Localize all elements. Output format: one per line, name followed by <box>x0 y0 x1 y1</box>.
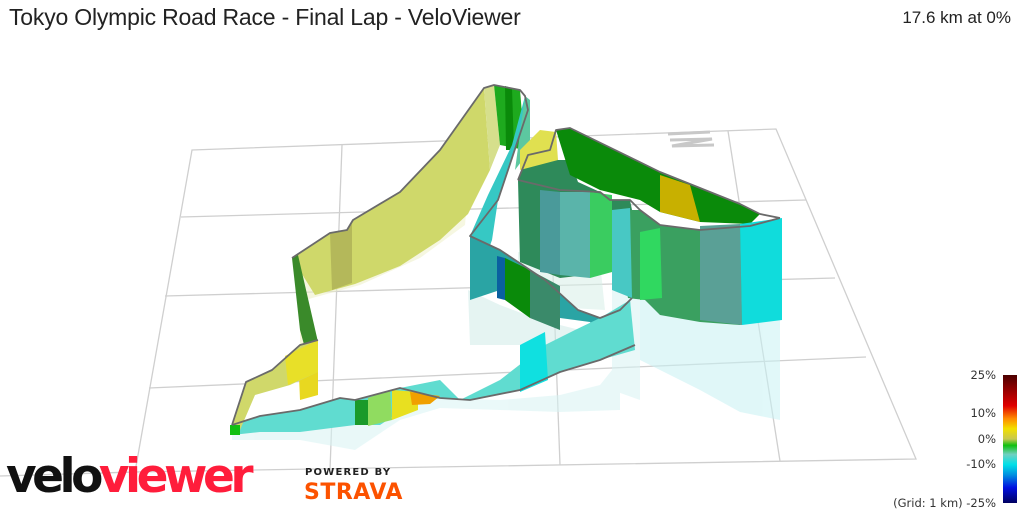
route-ribbon <box>230 85 782 435</box>
gradient-color-scale <box>1003 375 1017 503</box>
veloviewer-logo[interactable]: veloviewer <box>6 449 254 504</box>
gradient-legend-labels: 25% 10% 0% -10% (Grid: 1 km) -25% <box>856 366 996 512</box>
legend-label-max: 25% <box>970 368 996 382</box>
distance-gradient-status: 17.6 km at 0% <box>902 8 1011 27</box>
route-outline <box>231 84 781 426</box>
legend-label-10: 10% <box>970 406 996 420</box>
page-title: Tokyo Olympic Road Race - Final Lap - Ve… <box>9 4 521 30</box>
north-arrow-icon <box>667 130 715 148</box>
segment-south-return <box>232 300 635 435</box>
legend-label-minus10: -10% <box>966 457 996 471</box>
strava-logo[interactable]: STRAVA <box>304 480 403 505</box>
legend-label-min: (Grid: 1 km) -25% <box>893 496 996 510</box>
legend-label-0: 0% <box>977 432 996 446</box>
logo-viewer: viewer <box>98 449 254 504</box>
powered-by-label: POWERED BY <box>305 467 392 478</box>
logo-velo: velo <box>6 449 103 504</box>
segment-climb-north <box>292 88 490 295</box>
